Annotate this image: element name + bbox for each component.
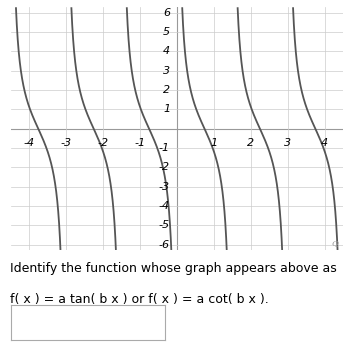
- Text: -4: -4: [23, 138, 35, 149]
- Text: Q: Q: [331, 239, 338, 247]
- Text: -4: -4: [159, 201, 170, 211]
- Text: 5: 5: [163, 27, 170, 37]
- Text: -3: -3: [60, 138, 71, 149]
- Text: -5: -5: [159, 220, 170, 230]
- Text: -2: -2: [159, 162, 170, 172]
- Text: -1: -1: [159, 143, 170, 153]
- Text: 2: 2: [247, 138, 254, 149]
- Text: Identify the function whose graph appears above as: Identify the function whose graph appear…: [10, 262, 337, 275]
- Text: -6: -6: [159, 240, 170, 250]
- Text: 1: 1: [163, 104, 170, 114]
- Text: 2: 2: [163, 85, 170, 95]
- Text: 4: 4: [321, 138, 328, 149]
- Text: -2: -2: [97, 138, 108, 149]
- Text: -1: -1: [134, 138, 145, 149]
- Text: 3: 3: [163, 66, 170, 76]
- Text: 3: 3: [284, 138, 291, 149]
- Text: f( x ) = a tan( b x ) or f( x ) = a cot( b x ).: f( x ) = a tan( b x ) or f( x ) = a cot(…: [10, 293, 269, 306]
- Text: 1: 1: [210, 138, 217, 149]
- Text: 6: 6: [163, 8, 170, 17]
- Text: 4: 4: [163, 46, 170, 56]
- Text: -3: -3: [159, 181, 170, 192]
